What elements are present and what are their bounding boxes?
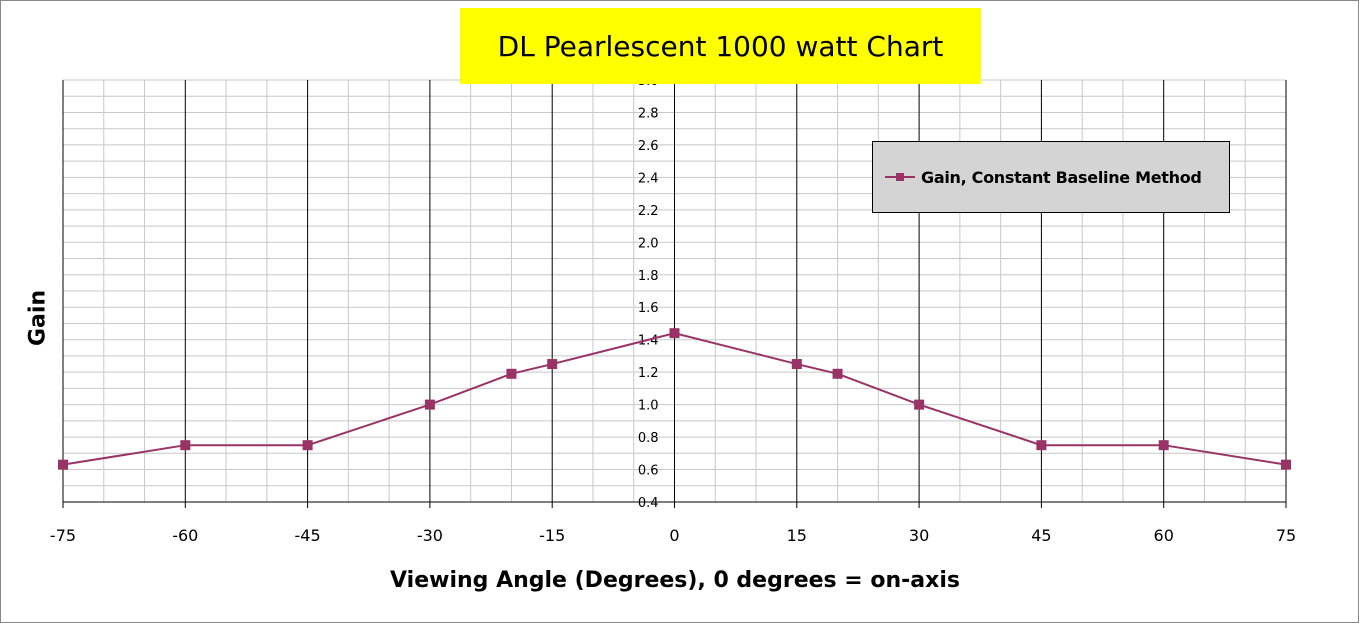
y-axis-label: Gain: [25, 289, 51, 347]
x-tick-label: -30: [417, 526, 443, 545]
y-tick-labels: 0.40.60.81.01.21.41.61.82.02.22.42.62.83…: [638, 74, 659, 511]
data-point-marker: [791, 359, 802, 370]
chart-title: DL Pearlescent 1000 watt Chart: [497, 29, 944, 63]
y-tick-label: 1.8: [638, 269, 659, 284]
y-tick-label: 1.6: [638, 301, 659, 316]
x-tick-label: -45: [295, 526, 321, 545]
x-tick-label: -60: [172, 526, 198, 545]
x-tick-label: 75: [1276, 526, 1296, 545]
data-point-marker: [424, 399, 435, 410]
legend: Gain, Constant Baseline Method: [872, 141, 1230, 213]
legend-swatch-icon: [885, 171, 915, 183]
data-point-marker: [302, 440, 313, 451]
data-point-marker: [1281, 459, 1291, 470]
x-tick-label: -75: [50, 526, 76, 545]
x-tick-label: 15: [787, 526, 807, 545]
y-tick-label: 0.6: [638, 464, 659, 479]
chart-title-box: DL Pearlescent 1000 watt Chart: [460, 8, 981, 84]
y-tick-label: 2.6: [638, 139, 659, 154]
data-point-marker: [58, 459, 68, 470]
data-point-marker: [180, 440, 191, 451]
y-tick-label: 0.4: [638, 496, 659, 511]
y-tick-label: 1.4: [638, 334, 659, 349]
y-tick-label: 2.8: [638, 106, 659, 121]
y-tick-label: 2.4: [638, 171, 659, 186]
data-point-marker: [914, 399, 925, 410]
data-point-marker: [832, 368, 843, 379]
x-tick-label: 0: [669, 526, 679, 545]
y-tick-label: 2.0: [638, 236, 659, 251]
x-tick-label: 30: [909, 526, 929, 545]
x-tick-labels: -75 -60 -45 -30 -15 0 15 30 45 60 75: [50, 526, 1296, 545]
series-layer: [58, 328, 1291, 470]
data-point-marker: [1036, 440, 1047, 451]
y-tick-label: 1.2: [638, 366, 659, 381]
x-tick-label: 45: [1031, 526, 1051, 545]
y-tick-label: 2.2: [638, 204, 659, 219]
data-point-marker: [506, 368, 517, 379]
axes: [62, 80, 1287, 508]
data-point-marker: [547, 359, 558, 370]
data-point-marker: [669, 328, 680, 339]
x-tick-label: -15: [539, 526, 565, 545]
legend-label: Gain, Constant Baseline Method: [921, 167, 1202, 187]
data-point-marker: [1158, 440, 1169, 451]
x-axis-label: Viewing Angle (Degrees), 0 degrees = on-…: [390, 568, 960, 593]
y-tick-label: 0.8: [638, 431, 659, 446]
y-tick-label: 1.0: [638, 399, 659, 414]
x-tick-label: 60: [1154, 526, 1174, 545]
